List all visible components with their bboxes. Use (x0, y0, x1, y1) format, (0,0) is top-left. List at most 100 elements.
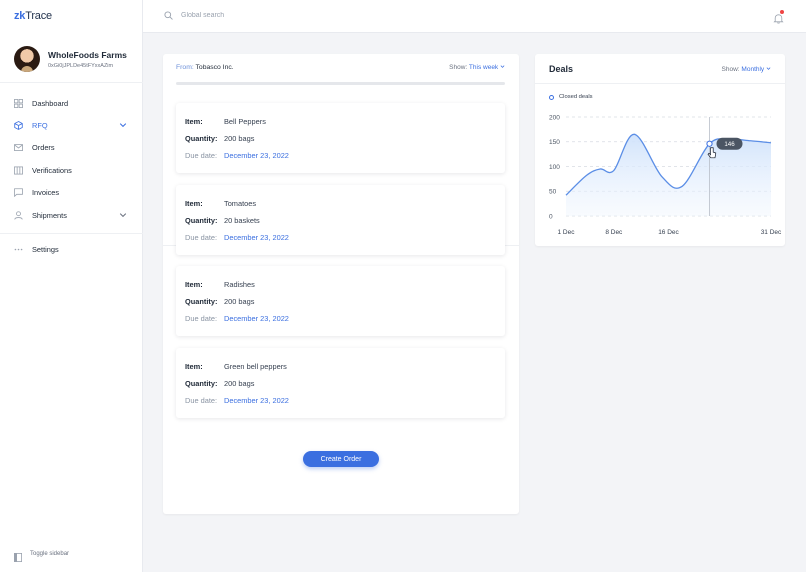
deals-period-dropdown[interactable]: Show: Monthly (722, 66, 771, 73)
nav-divider (0, 233, 143, 235)
chevron-down-icon (500, 65, 505, 68)
sidebar-icon (14, 549, 22, 562)
deals-divider (535, 83, 785, 84)
y-tick-label: 150 (549, 139, 560, 146)
show-value: This week (468, 64, 499, 71)
chevron-down-icon[interactable] (119, 121, 127, 129)
due-date-label: Due date: (185, 151, 218, 160)
due-date-value: December 23, 2022 (224, 233, 289, 242)
series-area (566, 134, 771, 216)
chart-legend: Closed deals (549, 94, 593, 100)
due-date-value: December 23, 2022 (224, 151, 289, 160)
user-icon (14, 210, 23, 220)
sidebar-item-verifications[interactable]: Verifications (0, 159, 143, 181)
item-value: Radishes (224, 280, 255, 289)
profile-name: WholeFoods Farms (48, 50, 127, 60)
legend-marker (549, 94, 554, 100)
x-tick-label: 1 Dec (558, 229, 576, 236)
deals-chart: 0 50 100 150 200 1 Dec 8 Dec 16 Dec 31 Dec 146 (549, 114, 782, 236)
rfq-card[interactable]: Item: Radishes Quantity: 200 bags Due date… (176, 266, 505, 336)
quantity-value: 20 baskets (224, 216, 260, 225)
quantity-value: 200 bags (224, 379, 255, 388)
deals-panel: Deals Show: Monthly Closed deals 0 50 100 1… (535, 54, 785, 246)
item-label: Item: (185, 117, 203, 126)
x-tick-label: 8 Dec (605, 229, 623, 236)
rfq-card[interactable]: Item: Green bell peppers Quantity: 200 bag… (176, 348, 505, 418)
from-filter[interactable]: From: Tobasco Inc. (176, 64, 234, 71)
create-order-button[interactable]: Create Order (303, 451, 379, 467)
y-tick-label: 200 (549, 114, 560, 121)
sidebar-item-label: Dashboard (32, 98, 69, 108)
quantity-value: 200 bags (224, 297, 255, 306)
columns-icon (14, 166, 23, 175)
sidebar: zkTrace WholeFoods Farms 0xGi0jJPLDe45tF… (0, 0, 143, 572)
sidebar-item-rfq[interactable]: RFQ (0, 114, 143, 136)
due-date-value: December 23, 2022 (224, 314, 289, 323)
quantity-value: 200 bags (224, 134, 255, 143)
item-row: Item: Tomatoes (185, 199, 256, 208)
toggle-sidebar-label: Toggle sidebar (30, 550, 70, 557)
sidebar-item-label: Settings (32, 245, 59, 255)
pointer-cursor-icon (707, 147, 717, 159)
bell-icon (773, 14, 784, 24)
legend-label: Closed deals (559, 94, 593, 100)
item-label: Item: (185, 362, 203, 371)
sidebar-item-orders[interactable]: Orders (0, 137, 143, 159)
message-icon (14, 188, 23, 198)
sidebar-item-dashboard[interactable]: Dashboard (0, 92, 143, 114)
quantity-row: Quantity: 200 bags (185, 379, 254, 388)
tooltip-value: 146 (724, 141, 735, 148)
show-label: Show: (449, 64, 468, 71)
cube-icon (14, 121, 23, 130)
show-value: Monthly (741, 66, 765, 73)
item-row: Item: Green bell peppers (185, 362, 287, 371)
tooltip-bubble (716, 137, 743, 150)
x-tick-label: 31 Dec (761, 229, 782, 236)
profile-address: 0xGi0jJPLDe45tFYxxAZim (48, 63, 114, 69)
due-date-label: Due date: (185, 396, 218, 405)
chevron-down-icon (766, 67, 771, 70)
item-value: Green bell peppers (224, 362, 287, 371)
chevron-down-icon[interactable] (119, 211, 127, 219)
item-row: Item: Bell Peppers (185, 117, 266, 126)
from-label: From: (176, 64, 194, 71)
panel-divider (176, 82, 505, 85)
due-date-row: Due date: December 23, 2022 (185, 396, 289, 405)
search-input[interactable] (181, 12, 481, 19)
due-date-value: December 23, 2022 (224, 396, 289, 405)
item-label: Item: (185, 280, 203, 289)
due-date-label: Due date: (185, 314, 218, 323)
logo-suffix: Trace (25, 10, 52, 22)
notification-button[interactable] (773, 10, 784, 24)
sidebar-item-invoices[interactable]: Invoices (0, 182, 143, 204)
notification-badge (780, 10, 784, 14)
sidebar-item-label: Verifications (32, 165, 72, 175)
global-search (164, 11, 481, 20)
item-row: Item: Radishes (185, 280, 255, 289)
quantity-row: Quantity: 20 baskets (185, 216, 260, 225)
search-icon (164, 11, 173, 20)
sidebar-item-settings[interactable]: Settings (0, 238, 143, 260)
app-logo[interactable]: zkTrace (14, 10, 52, 22)
sidebar-item-shipments[interactable]: Shipments (0, 204, 143, 226)
y-tick-label: 50 (549, 189, 557, 196)
quantity-label: Quantity: (185, 379, 218, 388)
data-point (706, 140, 713, 147)
show-filter-dropdown[interactable]: Show: This week (449, 64, 505, 71)
x-tick-label: 16 Dec (658, 229, 679, 236)
quantity-label: Quantity: (185, 297, 218, 306)
deals-title: Deals (549, 64, 574, 74)
quantity-label: Quantity: (185, 134, 218, 143)
toggle-sidebar-button[interactable]: Toggle sidebar (14, 549, 70, 562)
quantity-label: Quantity: (185, 216, 218, 225)
avatar[interactable] (14, 46, 40, 72)
quantity-row: Quantity: 200 bags (185, 134, 254, 143)
rfq-card[interactable]: Item: Bell Peppers Quantity: 200 bags Due … (176, 103, 505, 173)
sidebar-item-label: RFQ (32, 121, 48, 131)
item-value: Tomatoes (224, 199, 257, 208)
profile-section: WholeFoods Farms 0xGi0jJPLDe45tFYxxAZim (0, 33, 143, 83)
due-date-label: Due date: (185, 233, 218, 242)
logo-prefix: zk (14, 10, 26, 22)
dashboard-icon (14, 98, 23, 108)
rfq-card[interactable]: Item: Tomatoes Quantity: 20 baskets Due da… (176, 185, 505, 255)
